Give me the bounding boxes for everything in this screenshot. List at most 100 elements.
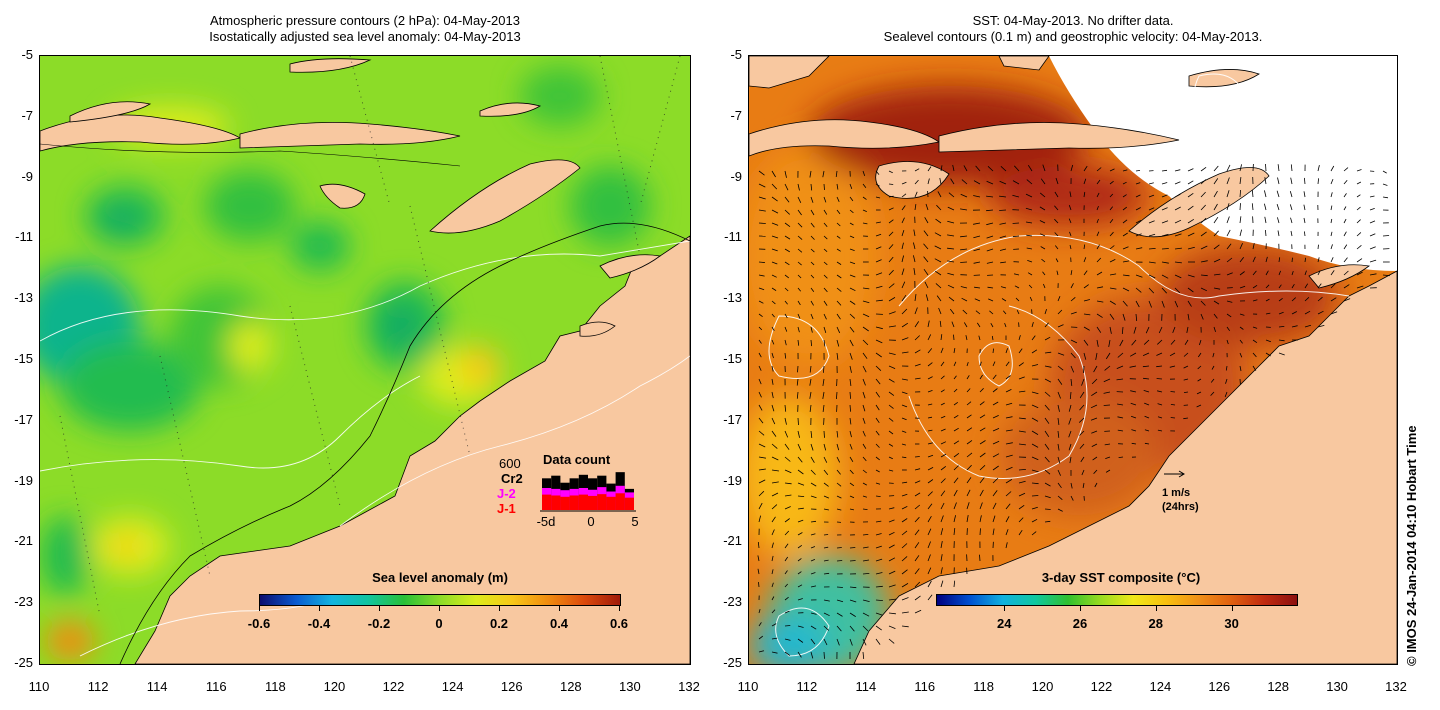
velocity-vector [1161, 274, 1169, 279]
velocity-vector [1369, 259, 1377, 263]
velocity-vector [888, 570, 896, 575]
velocity-vector [934, 232, 942, 237]
velocity-vector [784, 404, 787, 412]
velocity-vector [836, 586, 843, 588]
sst-colorbar-tick: 28 [1148, 616, 1164, 631]
velocity-vector [1278, 326, 1285, 328]
velocity-vector [1070, 311, 1077, 315]
velocity-vector [1356, 244, 1362, 250]
velocity-vector [1343, 218, 1347, 224]
velocity-vector [784, 222, 791, 228]
right-lon-tick: 122 [1090, 679, 1113, 694]
velocity-vector [1079, 391, 1085, 399]
velocity-vector [849, 235, 855, 239]
velocity-vector [849, 495, 855, 499]
velocity-vector [901, 443, 907, 446]
velocity-vector [1070, 283, 1074, 289]
velocity-vector [1187, 205, 1194, 211]
velocity-vector [1330, 165, 1335, 172]
sst-colorbar-tick: 26 [1072, 616, 1088, 631]
velocity-vector [1109, 206, 1114, 211]
velocity-vector [758, 313, 763, 318]
velocity-vector [1105, 456, 1111, 459]
velocity-vector [758, 196, 766, 200]
velocity-vector [992, 440, 1000, 445]
right-lon-tick: 120 [1031, 679, 1054, 694]
velocity-vector [973, 235, 981, 239]
velocity-vector [973, 261, 981, 264]
right-title-line1: SST: 04-May-2013. No drifter data. [972, 13, 1174, 28]
velocity-vector [1018, 443, 1026, 446]
velocity-vector [849, 287, 856, 292]
left-lat-tick: -25 [14, 655, 33, 670]
velocity-vector [1135, 313, 1138, 322]
velocity-vector [999, 235, 1007, 239]
velocity-vector [923, 256, 929, 263]
velocity-vector [849, 560, 856, 562]
velocity-vector [888, 531, 895, 536]
velocity-vector [1069, 391, 1072, 400]
velocity-vector [784, 456, 791, 462]
velocity-vector [1200, 260, 1208, 263]
velocity-vector [888, 469, 894, 472]
velocity-vector [1317, 178, 1319, 185]
velocity-vector [1005, 479, 1013, 484]
velocity-vector [875, 285, 883, 289]
velocity-vector [822, 404, 825, 412]
velocity-vector [1057, 456, 1061, 464]
velocity-vector [849, 508, 854, 511]
velocity-vector [1290, 217, 1293, 224]
shelf-contour [119, 222, 690, 664]
velocity-vector [1239, 164, 1242, 172]
velocity-vector [1068, 404, 1072, 412]
velocity-vector [1135, 207, 1141, 211]
velocity-vector [1161, 182, 1168, 185]
velocity-vector [836, 469, 841, 475]
velocity-vector [771, 542, 774, 549]
velocity-vector [1109, 180, 1114, 185]
velocity-vector [784, 506, 791, 510]
velocity-vector [875, 326, 883, 330]
velocity-vector [1005, 361, 1010, 367]
velocity-vector [1083, 299, 1090, 302]
velocity-vector [849, 378, 852, 386]
velocity-vector [1079, 443, 1085, 449]
velocity-vector [1041, 258, 1046, 263]
velocity-vector [1016, 310, 1020, 315]
velocity-vector [1068, 218, 1072, 224]
velocity-vector [1031, 404, 1039, 409]
velocity-vector [1109, 273, 1117, 276]
velocity-vector [935, 283, 942, 289]
velocity-vector [1130, 402, 1137, 406]
velocity-vector [975, 310, 981, 315]
velocity-vector [836, 326, 841, 334]
island-sumba [319, 183, 366, 209]
velocity-vector [1252, 352, 1257, 358]
velocity-vector [940, 375, 945, 380]
velocity-vector [1343, 298, 1351, 302]
velocity-vector [809, 404, 812, 412]
velocity-vector [927, 166, 932, 172]
velocity-vector [1025, 193, 1033, 198]
velocity-vector [797, 222, 803, 228]
velocity-vector [797, 313, 801, 319]
velocity-vector [1083, 165, 1088, 172]
velocity-vector [953, 388, 958, 393]
velocity-vector [1183, 417, 1189, 420]
velocity-vector [978, 335, 981, 341]
velocity-vector [1200, 191, 1206, 198]
velocity-vector [862, 378, 866, 386]
velocity-vector [1289, 190, 1293, 198]
velocity-vector [966, 452, 973, 458]
velocity-vector [1200, 217, 1207, 224]
velocity-vector [961, 179, 968, 185]
velocity-vector [1031, 349, 1038, 354]
velocity-vector [901, 417, 907, 421]
velocity-vector [1042, 271, 1046, 276]
velocity-vector [924, 217, 929, 224]
velocity-vector [947, 234, 955, 237]
velocity-vector [797, 339, 800, 346]
velocity-vector [901, 242, 904, 250]
velocity-vector [1161, 300, 1165, 308]
velocity-vector [784, 430, 789, 438]
